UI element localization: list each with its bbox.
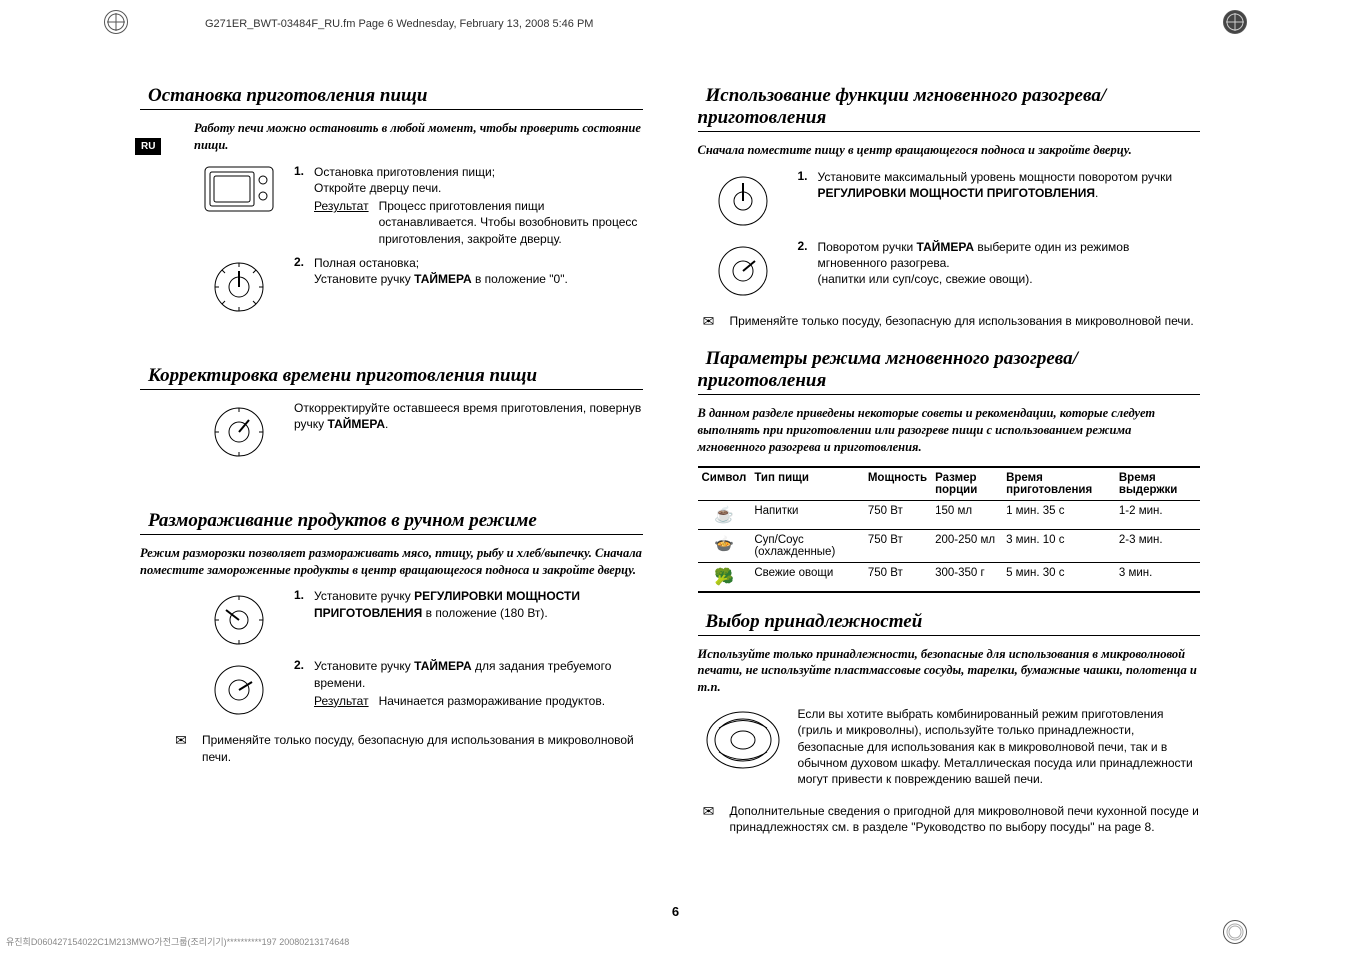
result-text: Начинается размораживание продуктов. bbox=[379, 693, 605, 709]
section-intro: Используйте только принадлежности, безоп… bbox=[698, 646, 1201, 697]
table-cell: 1-2 мин. bbox=[1115, 500, 1200, 529]
step-number: 1. bbox=[294, 588, 308, 620]
section-title: Размораживание продуктов в ручном режиме bbox=[140, 510, 643, 535]
symbol-icon: ☕ bbox=[698, 500, 751, 529]
body-text-bold: ТАЙМЕРА bbox=[328, 417, 385, 431]
step-text: Откройте дверцу печи. bbox=[314, 181, 441, 195]
crop-mark-icon bbox=[104, 10, 128, 34]
table-cell: Свежие овощи bbox=[750, 562, 864, 592]
header-filename: G271ER_BWT-03484F_RU.fm Page 6 Wednesday… bbox=[205, 18, 593, 30]
table-cell: 1 мин. 35 с bbox=[1002, 500, 1115, 529]
page-content: RU Остановка приготовления пищи Работу п… bbox=[140, 85, 1200, 835]
result-label: Результат bbox=[314, 198, 369, 247]
table-header: Время выдержки bbox=[1115, 467, 1200, 501]
crop-mark-icon bbox=[1223, 10, 1247, 34]
table-header: Время приготовления bbox=[1002, 467, 1115, 501]
power-dial-icon bbox=[698, 169, 788, 231]
step-text: . bbox=[1095, 186, 1098, 200]
table-cell: 2-3 мин. bbox=[1115, 529, 1200, 562]
section-intro: Работу печи можно остановить в любой мом… bbox=[194, 120, 643, 154]
step-text-bold: ТАЙМЕРА bbox=[414, 272, 471, 286]
step-text: в положение (180 Вт). bbox=[422, 606, 547, 620]
step-text: Полная остановка; bbox=[314, 256, 419, 270]
step-text-bold: РЕГУЛИРОВКИ МОЩНОСТИ ПРИГОТОВЛЕНИЯ bbox=[818, 186, 1096, 200]
section-title: Использование функции мгновенного разогр… bbox=[698, 85, 1201, 132]
note-icon: ✉ bbox=[698, 313, 720, 330]
turntable-icon bbox=[698, 706, 788, 791]
body-text: . bbox=[385, 417, 388, 431]
step-number: 2. bbox=[798, 239, 812, 288]
table-cell: 750 Вт bbox=[864, 529, 931, 562]
timer-dial-icon bbox=[194, 658, 284, 720]
step-text-bold: ТАЙМЕРА bbox=[917, 240, 974, 254]
section-title: Параметры режима мгновенного разогрева/п… bbox=[698, 348, 1201, 395]
step-number: 1. bbox=[798, 169, 812, 201]
step-text: в положение "0". bbox=[472, 272, 568, 286]
step-text: Установите ручку bbox=[314, 659, 414, 673]
result-label: Результат bbox=[314, 693, 369, 709]
section-title: Остановка приготовления пищи bbox=[140, 85, 643, 110]
table-cell: 3 мин. bbox=[1115, 562, 1200, 592]
symbol-icon: 🍲 bbox=[698, 529, 751, 562]
section-title: Корректировка времени приготовления пищи bbox=[140, 365, 643, 390]
step-number: 2. bbox=[294, 255, 308, 287]
table-row: 🥦 Свежие овощи 750 Вт 300-350 г 5 мин. 3… bbox=[698, 562, 1201, 592]
table-cell: Напитки bbox=[750, 500, 864, 529]
table-cell: 5 мин. 30 с bbox=[1002, 562, 1115, 592]
step-number: 2. bbox=[294, 658, 308, 690]
table-header: Мощность bbox=[864, 467, 931, 501]
note-icon: ✉ bbox=[698, 803, 720, 835]
step-text-bold: ТАЙМЕРА bbox=[414, 659, 471, 673]
step-number: 1. bbox=[294, 164, 308, 196]
note-text: Дополнительные сведения о пригодной для … bbox=[730, 803, 1201, 835]
note-text: Применяйте только посуду, безопасную для… bbox=[202, 732, 643, 764]
table-cell: 750 Вт bbox=[864, 562, 931, 592]
body-text: Если вы хотите выбрать комбинированный р… bbox=[798, 706, 1201, 787]
table-cell: 750 Вт bbox=[864, 500, 931, 529]
step-subtext: (напитки или суп/соус, свежие овощи). bbox=[818, 272, 1033, 286]
step-text: Остановка приготовления пищи; bbox=[314, 165, 495, 179]
section-title: Выбор принадлежностей bbox=[698, 611, 1201, 636]
timer-dial-icon bbox=[698, 239, 788, 301]
page-number: 6 bbox=[672, 904, 679, 919]
section-intro: Режим разморозки позволяет размораживать… bbox=[140, 545, 643, 579]
table-row: 🍲 Суп/Соус (охлажденные) 750 Вт 200-250 … bbox=[698, 529, 1201, 562]
table-row: ☕ Напитки 750 Вт 150 мл 1 мин. 35 с 1-2 … bbox=[698, 500, 1201, 529]
result-text: Процесс приготовления пищи останавливает… bbox=[379, 198, 643, 247]
section-intro: Сначала поместите пищу в центр вращающег… bbox=[698, 142, 1201, 159]
left-column: Остановка приготовления пищи Работу печи… bbox=[140, 85, 643, 835]
table-header: Символ bbox=[698, 467, 751, 501]
step-text: Установите максимальный уровень мощности… bbox=[818, 170, 1173, 184]
note-text: Применяйте только посуду, безопасную для… bbox=[730, 313, 1201, 330]
language-tab: RU bbox=[135, 138, 161, 155]
table-header: Тип пищи bbox=[750, 467, 864, 501]
table-cell: 300-350 г bbox=[931, 562, 1002, 592]
table-cell: 150 мл bbox=[931, 500, 1002, 529]
step-text: Поворотом ручки bbox=[818, 240, 917, 254]
table-header: Размер порции bbox=[931, 467, 1002, 501]
power-dial-icon bbox=[194, 588, 284, 650]
microwave-door-icon bbox=[194, 164, 284, 247]
timer-dial-icon bbox=[194, 400, 284, 462]
section-intro: В данном разделе приведены некоторые сов… bbox=[698, 405, 1201, 456]
right-column: Использование функции мгновенного разогр… bbox=[698, 85, 1201, 835]
footer-code: 유진희D060427154022C1M213MWO가전그룹(조리기기)*****… bbox=[6, 935, 349, 948]
note-icon: ✉ bbox=[170, 732, 192, 764]
timer-dial-icon bbox=[194, 255, 284, 317]
table-cell: 3 мин. 10 с bbox=[1002, 529, 1115, 562]
table-cell: 200-250 мл bbox=[931, 529, 1002, 562]
cooking-params-table: Символ Тип пищи Мощность Размер порции В… bbox=[698, 466, 1201, 593]
table-cell: Суп/Соус (охлажденные) bbox=[750, 529, 864, 562]
step-text: Установите ручку bbox=[314, 589, 414, 603]
symbol-icon: 🥦 bbox=[698, 562, 751, 592]
crop-mark-icon bbox=[1223, 920, 1247, 944]
step-text: Установите ручку bbox=[314, 272, 414, 286]
